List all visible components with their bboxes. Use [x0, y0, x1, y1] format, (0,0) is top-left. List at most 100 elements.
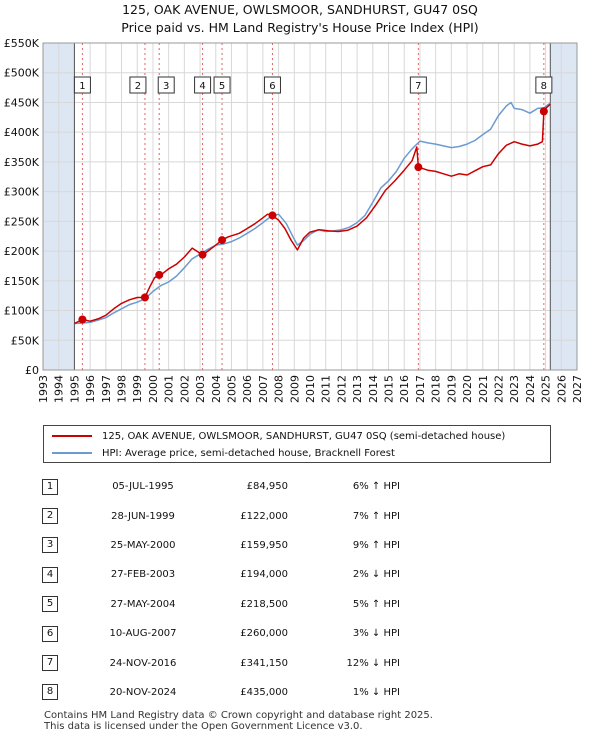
- y-tick-label: £0: [25, 364, 39, 377]
- x-tick-label: 2020: [461, 375, 474, 403]
- sale-number: 2: [42, 508, 58, 525]
- marker-label: 2: [135, 81, 141, 92]
- x-tick-label: 2021: [477, 375, 490, 403]
- marker-label-box: [535, 76, 553, 94]
- y-tick-label: £500K: [4, 67, 40, 80]
- marker-label-box: [157, 76, 175, 94]
- legend-label-hpi: HPI: Average price, semi-detached house,…: [102, 447, 395, 459]
- marker-label: 4: [199, 81, 205, 92]
- sale-point: [78, 315, 87, 324]
- marker-label: 7: [415, 81, 421, 92]
- x-tick-label: 1994: [53, 375, 66, 403]
- x-tick-label: 2018: [430, 375, 443, 403]
- sale-price: £435,000: [240, 686, 288, 698]
- chart-subtitle: Price paid vs. HM Land Registry's House …: [121, 20, 479, 35]
- sale-date: 24-NOV-2016: [109, 657, 177, 669]
- footer-copyright: Contains HM Land Registry data © Crown c…: [44, 710, 433, 721]
- sale-hpi-diff: 5% ↑ HPI: [352, 598, 400, 610]
- x-tick-label: 2007: [257, 375, 270, 403]
- sale-price: £194,000: [240, 569, 288, 581]
- sale-hpi-diff: 3% ↓ HPI: [352, 628, 400, 640]
- sale-number: 8: [42, 684, 58, 701]
- plot-frame: [42, 42, 578, 371]
- x-tick-label: 2027: [571, 375, 584, 403]
- sale-number: 5: [42, 596, 58, 613]
- table-row: 7 24-NOV-2016 £341,150 12% ↓ HPI: [42, 648, 400, 677]
- x-tick-label: 2002: [178, 375, 191, 403]
- sale-date: 25-MAY-2000: [110, 539, 176, 551]
- sale-number: 4: [42, 566, 58, 583]
- legend-item-property: 125, OAK AVENUE, OWLSMOOR, SANDHURST, GU…: [52, 428, 505, 444]
- table-row: 1 05-JUL-1995 £84,950 6% ↑ HPI: [42, 472, 400, 501]
- legend-label-property: 125, OAK AVENUE, OWLSMOOR, SANDHURST, GU…: [102, 430, 506, 442]
- sale-price: £122,000: [240, 510, 288, 522]
- y-tick-label: £100K: [4, 305, 40, 318]
- sales-table: 1 05-JUL-1995 £84,950 6% ↑ HPI 2 28-JUN-…: [42, 472, 400, 707]
- sale-number: 6: [42, 625, 58, 642]
- sale-price: £260,000: [240, 628, 288, 640]
- sale-point: [414, 163, 423, 172]
- x-tick-label: 2010: [304, 375, 317, 403]
- y-tick-label: £550K: [4, 37, 40, 50]
- y-tick-label: £350K: [4, 156, 40, 169]
- table-row: 5 27-MAY-2004 £218,500 5% ↑ HPI: [42, 590, 400, 619]
- marker-label-box: [213, 76, 231, 94]
- sale-point: [140, 293, 149, 302]
- post-data-shade: [550, 43, 577, 370]
- x-tick-label: 1999: [131, 375, 144, 403]
- x-tick-label: 2017: [414, 375, 427, 403]
- sale-date: 20-NOV-2024: [109, 686, 177, 698]
- x-tick-label: 2019: [445, 375, 458, 403]
- price-chart: £0 £50K £100K £150K £200K £250K £300K £350K £400…: [4, 37, 584, 403]
- marker-label-box: [409, 76, 427, 94]
- y-tick-label: £50K: [11, 334, 40, 347]
- marker-label-box: [194, 76, 212, 94]
- sale-hpi-diff: 6% ↑ HPI: [352, 481, 400, 493]
- footer: Contains HM Land Registry data © Crown c…: [44, 710, 433, 732]
- table-row: 6 10-AUG-2007 £260,000 3% ↓ HPI: [42, 619, 400, 648]
- sale-point: [539, 107, 548, 116]
- marker-label-box: [129, 76, 147, 94]
- chart-title: 125, OAK AVENUE, OWLSMOOR, SANDHURST, GU…: [122, 2, 478, 17]
- marker-label: 8: [541, 81, 547, 92]
- sale-date: 10-AUG-2007: [109, 628, 177, 640]
- x-tick-label: 2014: [367, 375, 380, 403]
- marker-label: 5: [219, 81, 225, 92]
- table-row: 8 20-NOV-2024 £435,000 1% ↓ HPI: [42, 678, 400, 707]
- y-tick-label: £300K: [4, 186, 40, 199]
- sale-hpi-diff: 2% ↓ HPI: [352, 569, 400, 581]
- sale-hpi-diff: 1% ↓ HPI: [352, 686, 400, 698]
- footer-licence: This data is licensed under the Open Gov…: [44, 721, 363, 732]
- sale-number: 7: [42, 655, 58, 672]
- sale-price: £341,150: [240, 657, 288, 669]
- x-tick-label: 2008: [273, 375, 286, 403]
- sale-hpi-diff: 12% ↓ HPI: [346, 657, 400, 669]
- sale-date: 27-FEB-2003: [110, 569, 176, 581]
- legend-swatch-hpi: [52, 452, 92, 454]
- marker-label: 1: [79, 81, 85, 92]
- table-row: 3 25-MAY-2000 £159,950 9% ↑ HPI: [42, 531, 400, 560]
- x-tick-label: 2012: [335, 375, 348, 403]
- x-tick-label: 1998: [116, 375, 129, 403]
- y-tick-label: £400K: [4, 126, 40, 139]
- x-tick-label: 1996: [84, 375, 97, 403]
- marker-label-box: [73, 76, 91, 94]
- y-tick-label: £250K: [4, 215, 40, 228]
- legend-swatch-property: [52, 435, 92, 437]
- x-tick-label: 2006: [241, 375, 254, 403]
- x-tick-label: 2025: [540, 375, 553, 403]
- x-tick-label: 2009: [288, 375, 301, 403]
- sale-date: 27-MAY-2004: [110, 598, 176, 610]
- sale-price: £218,500: [240, 598, 288, 610]
- sale-hpi-diff: 7% ↑ HPI: [352, 510, 400, 522]
- property-series-line: [74, 103, 551, 325]
- x-tick-label: 1997: [100, 375, 113, 403]
- legend: 125, OAK AVENUE, OWLSMOOR, SANDHURST, GU…: [43, 425, 551, 463]
- y-tick-label: £150K: [4, 275, 40, 288]
- x-tick-label: 2024: [524, 375, 537, 403]
- x-tick-label: 2011: [320, 375, 333, 403]
- x-tick-label: 2013: [351, 375, 364, 403]
- y-tick-label: £200K: [4, 245, 40, 258]
- marker-label: 3: [163, 81, 169, 92]
- x-tick-label: 2022: [492, 375, 505, 403]
